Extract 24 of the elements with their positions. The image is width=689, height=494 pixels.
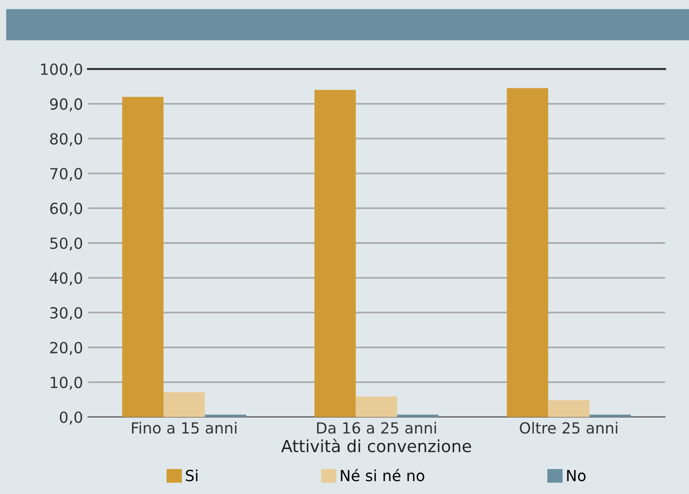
x-tick-label: Fino a 15 anni <box>132 422 236 434</box>
y-tick-label: 0,0 <box>60 411 82 425</box>
bar <box>356 396 398 417</box>
x-tick-label: Da 16 a 25 anni <box>317 422 436 434</box>
y-tick-label: 20,0 <box>50 342 82 355</box>
y-tick-label: 30,0 <box>50 307 82 320</box>
y-tick-label: 60,0 <box>50 202 82 216</box>
y-tick-label: 50,0 <box>50 237 82 251</box>
x-axis-title: Attività di convenzione <box>281 438 472 452</box>
bar <box>314 90 356 417</box>
bar <box>548 400 590 417</box>
x-tick-label: Oltre 25 anni <box>520 422 618 434</box>
legend-label: Né si né no <box>340 468 424 482</box>
y-tick-label: 90,0 <box>50 98 82 112</box>
y-tick-label: 10,0 <box>50 376 82 390</box>
y-tick-label: 40,0 <box>50 272 82 286</box>
legend-label: Si <box>186 469 198 482</box>
bar <box>163 392 205 417</box>
bar <box>122 96 164 417</box>
bar <box>506 88 548 417</box>
legend-label: No <box>567 470 586 482</box>
y-tick-label: 70,0 <box>50 168 82 181</box>
y-tick-label: 100,0 <box>41 63 82 77</box>
y-tick-label: 80,0 <box>50 133 82 146</box>
